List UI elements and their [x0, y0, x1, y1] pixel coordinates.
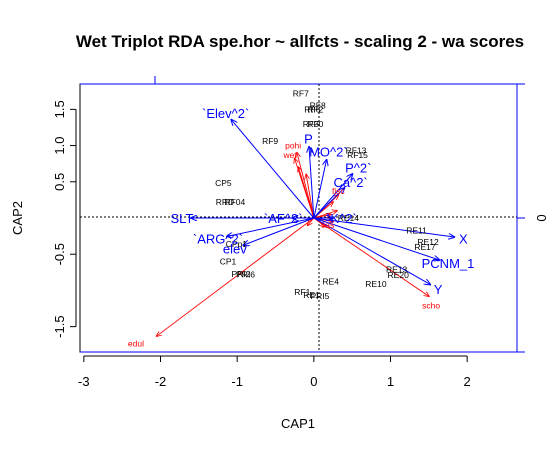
y-axis: -1.5 -0.5 0.5 1.0 1.5: [52, 100, 77, 338]
env-arrow: [313, 217, 439, 260]
x-axis: -3 -2 -1 0 1 2: [78, 355, 471, 389]
species-label: wet: [282, 150, 297, 160]
site-label: PRI5: [311, 291, 330, 301]
site-label: RE17: [414, 242, 436, 252]
env-label: MO^2`: [309, 144, 348, 159]
species-arrow: [299, 167, 315, 219]
site-label: PRI2: [232, 269, 251, 279]
env-arrow: [231, 120, 315, 219]
site-label: RE10: [365, 279, 387, 289]
y-tick-label: -0.5: [52, 243, 67, 265]
site-label: RF8: [310, 101, 326, 111]
right-axis-label: 0: [534, 214, 549, 221]
site-label: RF7: [293, 88, 309, 98]
y-tick-label: 1.5: [52, 100, 67, 118]
species-arrow: [313, 214, 331, 219]
x-tick-label: -2: [155, 374, 167, 389]
site-label: RF6: [304, 104, 320, 114]
site-label: RE11: [406, 225, 427, 235]
env-arrow: [313, 174, 353, 219]
env-label: `AF^2`: [264, 211, 303, 226]
env-label: SLT: [171, 211, 194, 226]
env-arrow: [313, 188, 344, 219]
x-tick-label: -3: [78, 374, 90, 389]
env-label: elev: [223, 241, 247, 256]
site-label: RF13: [346, 146, 367, 156]
species-arrows: [157, 153, 429, 336]
env-arrow: [227, 217, 314, 236]
species-arrow: [306, 175, 315, 219]
site-label: RF3: [303, 119, 319, 129]
chart-title: Wet Triplot RDA spe.hor ~ allfcts - scal…: [76, 32, 524, 51]
species-arrow: [157, 217, 315, 336]
site-label: CP5: [215, 178, 232, 188]
y-tick-label: 1.0: [52, 137, 67, 155]
y-tick-label: -1.5: [52, 315, 67, 337]
site-label: RF0: [307, 119, 323, 129]
x-tick-label: 1: [387, 374, 394, 389]
env-label: Ca^2`: [333, 175, 367, 190]
env-arrows: [191, 120, 454, 285]
site-label: RF1: [294, 287, 310, 297]
env-label: Y: [434, 282, 443, 297]
y-axis-title: CAP2: [10, 201, 25, 235]
env-label: PCNM_1: [422, 256, 475, 271]
species-arrow: [297, 153, 315, 219]
env-arrow: [313, 217, 454, 237]
env-label: `K^2`: [326, 211, 357, 226]
species-label: edul: [128, 338, 144, 348]
species-label: scho: [422, 301, 440, 311]
site-label: RE14: [338, 213, 360, 223]
x-tick-label: 0: [310, 374, 317, 389]
plot-frames: 0: [79, 76, 549, 353]
env-arrow: [243, 217, 315, 245]
species-arrow: [313, 217, 429, 296]
site-label: RE20: [388, 270, 410, 280]
env-labels: `Elev^2` PMO^2`P^2`Ca^2` SLT `AF^2` `K^2` `AR…: [171, 106, 475, 297]
site-label: RE4: [322, 277, 339, 287]
env-arrow: [309, 147, 315, 219]
y-tick-label: 0.5: [52, 173, 67, 191]
site-label: RF9: [262, 136, 278, 146]
env-arrow: [313, 217, 430, 284]
site-label: RRD: [216, 197, 234, 207]
x-tick-label: -1: [231, 374, 243, 389]
env-arrow: [313, 160, 327, 219]
env-label: P^2`: [345, 160, 371, 175]
env-label: `ARG^2`: [193, 231, 243, 246]
site-label: RF15: [347, 150, 368, 160]
species-label: fisc: [332, 186, 346, 196]
site-label: CP1: [220, 256, 237, 266]
species-label: pohi: [285, 141, 301, 151]
site-label: RE13: [386, 264, 408, 274]
env-label: `Elev^2`: [202, 106, 249, 121]
env-label: X: [459, 231, 468, 246]
site-label: PRI6: [236, 269, 255, 279]
site-label: RE1: [303, 290, 320, 300]
x-axis-title: CAP1: [281, 416, 315, 431]
site-label: RF2: [307, 104, 323, 114]
site-label: CPp1: [226, 239, 248, 249]
env-label: P: [304, 131, 313, 146]
x-tick-label: 2: [464, 374, 471, 389]
site-label: RE12: [417, 237, 439, 247]
site-label: RF04: [224, 197, 245, 207]
species-label: vas: [321, 220, 334, 230]
